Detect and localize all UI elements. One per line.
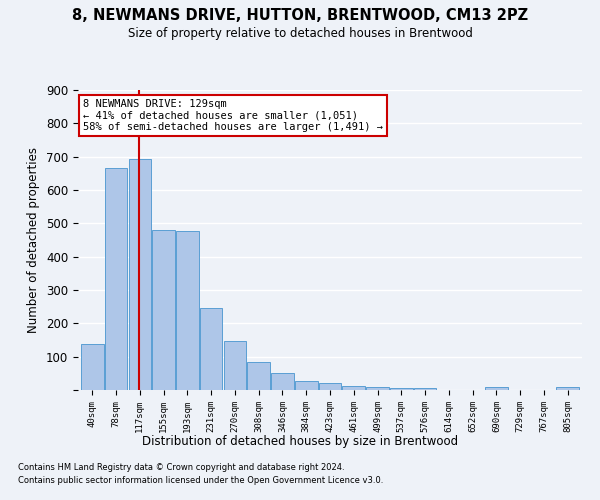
Bar [128,159,151,390]
Bar [319,383,341,390]
Bar [224,340,246,390]
Bar [271,374,294,390]
Bar [176,230,199,390]
Bar [343,386,365,390]
Bar [152,230,175,390]
Bar [485,386,508,390]
Text: Contains public sector information licensed under the Open Government Licence v3: Contains public sector information licen… [18,476,383,485]
Bar [390,388,413,390]
Bar [414,388,436,390]
Bar [295,381,317,390]
Text: Contains HM Land Registry data © Crown copyright and database right 2024.: Contains HM Land Registry data © Crown c… [18,464,344,472]
Bar [366,386,389,390]
Text: 8, NEWMANS DRIVE, HUTTON, BRENTWOOD, CM13 2PZ: 8, NEWMANS DRIVE, HUTTON, BRENTWOOD, CM1… [72,8,528,22]
Text: 8 NEWMANS DRIVE: 129sqm
← 41% of detached houses are smaller (1,051)
58% of semi: 8 NEWMANS DRIVE: 129sqm ← 41% of detache… [83,99,383,132]
Y-axis label: Number of detached properties: Number of detached properties [28,147,40,333]
Bar [81,344,104,390]
Bar [200,308,223,390]
Text: Distribution of detached houses by size in Brentwood: Distribution of detached houses by size … [142,435,458,448]
Bar [105,168,127,390]
Text: Size of property relative to detached houses in Brentwood: Size of property relative to detached ho… [128,28,472,40]
Bar [556,386,579,390]
Bar [247,362,270,390]
